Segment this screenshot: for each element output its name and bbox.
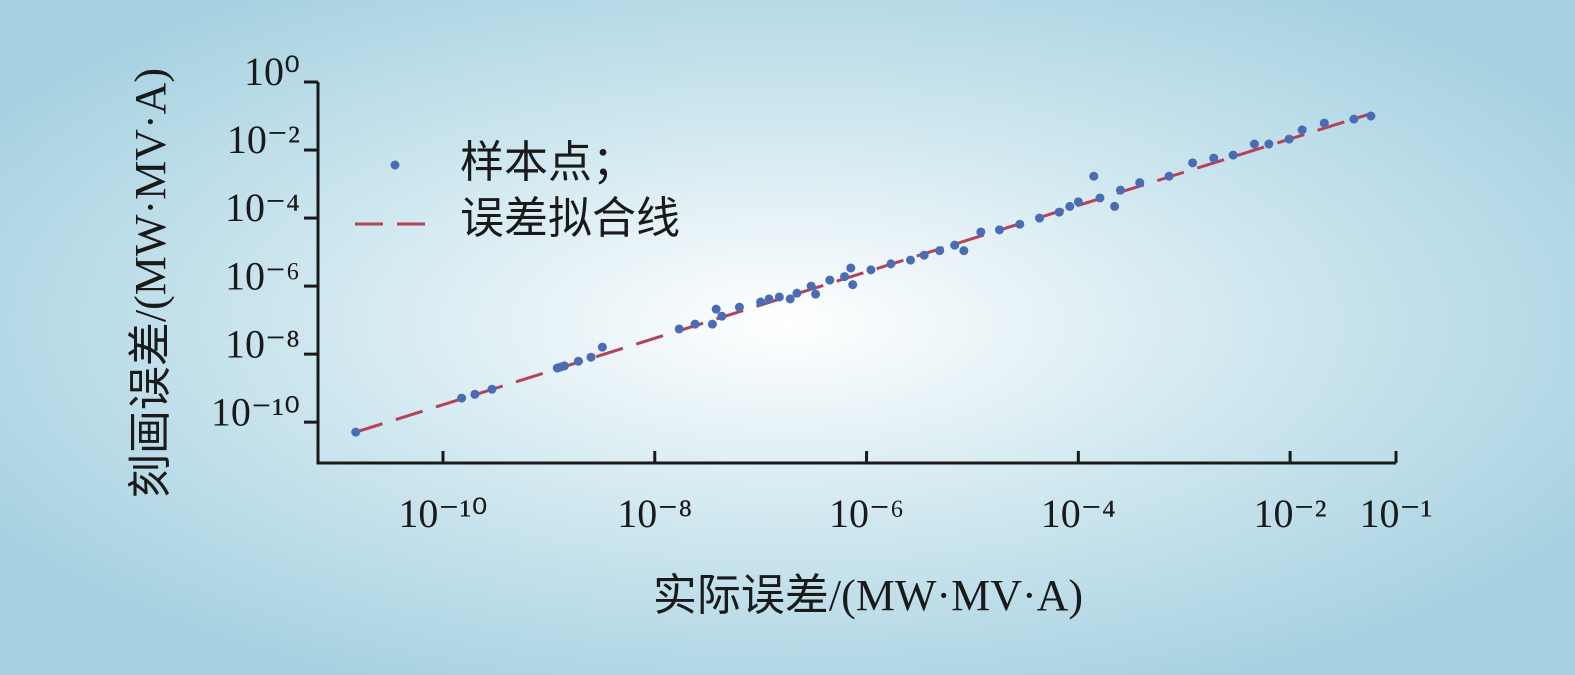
data-point [1297, 125, 1307, 135]
data-point [756, 297, 766, 307]
data-point [806, 281, 816, 291]
data-point [1284, 134, 1294, 144]
data-point [1110, 201, 1120, 211]
y-tick-label: 10⁻¹⁰ [211, 389, 300, 434]
data-point [457, 393, 467, 403]
data-point [734, 302, 744, 312]
data-point [597, 342, 607, 352]
data-point [1035, 213, 1045, 223]
data-point [1188, 158, 1198, 168]
data-point [976, 227, 986, 237]
y-tick-label: 10⁻⁶ [225, 253, 300, 298]
data-point [470, 389, 480, 399]
data-point [994, 225, 1004, 235]
data-point [573, 356, 583, 366]
data-point [1209, 153, 1219, 163]
fit-line [355, 111, 1373, 434]
data-point [811, 289, 821, 299]
data-point [690, 319, 700, 329]
legend-marker [390, 160, 400, 170]
data-point [1015, 219, 1025, 229]
data-point [711, 304, 721, 314]
data-point [846, 263, 856, 273]
data-point [1366, 111, 1376, 121]
data-point [717, 311, 727, 321]
data-point [1135, 178, 1145, 188]
data-point [792, 288, 802, 298]
y-axis-label: 刻画误差/(MW·MV·A) [126, 68, 175, 498]
data-point [1249, 139, 1259, 149]
data-point [1319, 118, 1329, 128]
y-tick-label: 10⁻² [227, 117, 300, 162]
data-point [1089, 171, 1099, 181]
y-tick-label: 10⁻⁸ [225, 321, 300, 366]
data-point [774, 292, 784, 302]
x-tick-label: 10⁻⁸ [617, 491, 692, 536]
data-point [785, 294, 795, 304]
data-point [1065, 201, 1075, 211]
data-point [764, 294, 774, 304]
data-point [1095, 193, 1105, 203]
data-point [1228, 150, 1238, 160]
data-point [1073, 197, 1083, 207]
x-axis-label: 实际误差/(MW·MV·A) [653, 571, 1083, 620]
data-point [886, 259, 896, 269]
data-point [1349, 114, 1359, 124]
y-tick-label: 10⁻⁴ [225, 185, 300, 230]
x-tick-label: 10⁻⁴ [1041, 491, 1116, 536]
data-point [905, 255, 915, 265]
legend-label: 误差拟合线 [460, 194, 680, 243]
data-point [959, 246, 969, 256]
data-point [674, 324, 684, 334]
data-point [586, 352, 596, 362]
data-point [351, 427, 361, 437]
x-tick-label: 10⁻⁶ [829, 491, 904, 536]
data-point [840, 272, 850, 282]
data-point [707, 319, 717, 329]
data-point [825, 275, 835, 285]
data-point [559, 361, 569, 371]
data-point [1164, 171, 1174, 181]
x-tick-label: 10⁻¹⁰ [398, 491, 487, 536]
y-tick-label: 10⁰ [244, 49, 300, 94]
legend-label: 样本点； [460, 138, 636, 187]
x-tick-label: 10⁻¹ [1359, 491, 1432, 536]
data-point [935, 246, 945, 256]
data-point [487, 384, 497, 394]
data-point [1264, 139, 1274, 149]
x-tick-label: 10⁻² [1254, 491, 1327, 536]
data-point [1115, 185, 1125, 195]
data-point [919, 250, 929, 260]
data-point [1054, 207, 1064, 217]
data-point [848, 280, 858, 290]
data-point [950, 240, 960, 250]
data-point [866, 265, 876, 275]
